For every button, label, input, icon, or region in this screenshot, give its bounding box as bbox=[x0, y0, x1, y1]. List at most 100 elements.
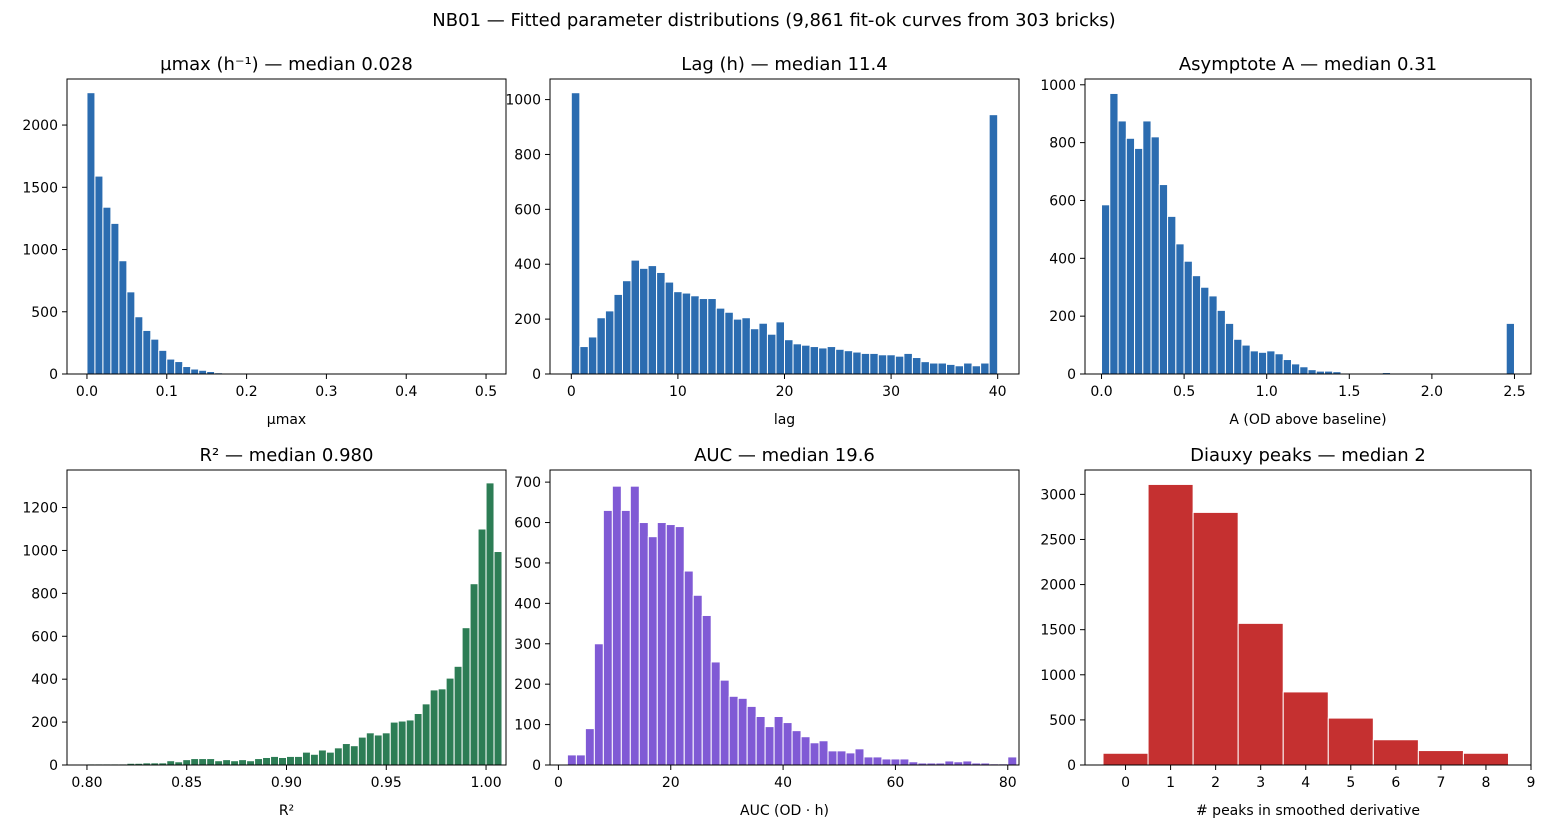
y-tick-label: 2500 bbox=[1040, 532, 1076, 548]
bar bbox=[886, 354, 896, 375]
bar bbox=[792, 343, 803, 375]
bar bbox=[110, 222, 120, 375]
bar bbox=[214, 760, 224, 766]
y-tick-label: 2000 bbox=[1040, 578, 1076, 594]
bar bbox=[629, 485, 640, 766]
y-tick-label: 0 bbox=[49, 367, 58, 383]
bar bbox=[286, 755, 295, 766]
plot-frame bbox=[549, 469, 1020, 766]
bar bbox=[707, 298, 717, 375]
bar bbox=[665, 524, 676, 766]
y-tick-label: 200 bbox=[1049, 309, 1076, 325]
x-tick-label: 0.80 bbox=[71, 775, 102, 791]
bar bbox=[701, 614, 712, 766]
bar bbox=[782, 722, 793, 766]
bar bbox=[190, 368, 200, 375]
bar bbox=[1158, 184, 1169, 375]
bar bbox=[775, 321, 785, 375]
bar bbox=[860, 352, 871, 375]
bar bbox=[1462, 752, 1509, 766]
bar bbox=[429, 689, 439, 766]
bar bbox=[1200, 286, 1210, 375]
bar bbox=[397, 720, 407, 766]
bar bbox=[946, 363, 956, 375]
bar bbox=[1290, 363, 1301, 375]
bar bbox=[766, 333, 777, 375]
y-tick-label: 600 bbox=[514, 202, 541, 218]
x-tick-label: 20 bbox=[776, 384, 794, 400]
bar bbox=[801, 344, 811, 375]
x-tick-label: 0.2 bbox=[235, 384, 257, 400]
x-tick-label: 0.95 bbox=[371, 775, 402, 791]
x-tick-label: 40 bbox=[774, 775, 792, 791]
bar bbox=[911, 357, 922, 375]
bar bbox=[1282, 691, 1329, 766]
x-tick-label: 8 bbox=[1481, 775, 1490, 791]
bar bbox=[937, 362, 948, 375]
bar bbox=[877, 354, 888, 375]
bar bbox=[620, 509, 631, 766]
y-tick-label: 0 bbox=[1067, 367, 1076, 383]
y-tick-label: 0 bbox=[1067, 758, 1076, 774]
bar bbox=[94, 175, 104, 375]
y-tick-label: 300 bbox=[514, 637, 541, 653]
bar bbox=[611, 485, 622, 766]
bar bbox=[1007, 756, 1018, 766]
bar bbox=[1102, 752, 1149, 766]
y-tick-label: 800 bbox=[514, 147, 541, 163]
bar bbox=[963, 362, 973, 375]
bar bbox=[1150, 136, 1160, 375]
bar-series bbox=[1101, 92, 1515, 375]
bar bbox=[477, 528, 487, 766]
bar bbox=[1266, 350, 1276, 375]
x-axis-label: A (OD above baseline) bbox=[1229, 412, 1386, 428]
y-tick-label: 1000 bbox=[505, 93, 541, 109]
bar bbox=[638, 522, 649, 766]
bar bbox=[405, 719, 415, 766]
figure-suptitle: NB01 — Fitted parameter distributions (9… bbox=[432, 10, 1115, 31]
bar bbox=[758, 322, 768, 375]
bar bbox=[630, 259, 641, 375]
plot-frame bbox=[1084, 78, 1532, 375]
bar bbox=[1208, 295, 1218, 375]
y-tick-label: 1000 bbox=[22, 243, 58, 259]
bar bbox=[809, 742, 820, 766]
bar-series bbox=[1102, 483, 1509, 766]
bar bbox=[381, 732, 391, 766]
chart-title: Diauxy peaks — median 2 bbox=[1190, 445, 1426, 466]
bar bbox=[349, 745, 359, 766]
bar bbox=[827, 750, 838, 766]
bar bbox=[980, 362, 990, 375]
bar bbox=[485, 482, 495, 766]
bar bbox=[206, 758, 216, 766]
bar bbox=[715, 307, 726, 375]
y-tick-label: 700 bbox=[514, 475, 541, 491]
bar bbox=[566, 754, 577, 766]
bar bbox=[710, 661, 721, 766]
bar bbox=[270, 755, 280, 766]
bar bbox=[413, 713, 423, 766]
bar bbox=[587, 336, 598, 375]
bar bbox=[325, 751, 335, 766]
bar bbox=[1372, 739, 1419, 766]
chart-title: R² — median 0.980 bbox=[200, 445, 374, 466]
bar bbox=[1327, 717, 1374, 766]
bar bbox=[988, 114, 999, 375]
bar-series bbox=[86, 482, 503, 766]
x-tick-label: 3 bbox=[1256, 775, 1265, 791]
bar bbox=[784, 339, 794, 375]
x-tick-label: 0.4 bbox=[395, 384, 417, 400]
y-tick-label: 400 bbox=[1049, 251, 1076, 267]
bar bbox=[724, 311, 734, 375]
bar bbox=[835, 348, 845, 375]
bar bbox=[698, 298, 709, 375]
chart-title: µmax (h⁻¹) — median 0.028 bbox=[160, 54, 413, 75]
bar bbox=[584, 728, 595, 766]
bar bbox=[166, 760, 176, 766]
x-tick-label: 0 bbox=[1121, 775, 1130, 791]
y-tick-label: 600 bbox=[1049, 193, 1076, 209]
y-tick-label: 200 bbox=[514, 312, 541, 328]
x-tick-label: 0.5 bbox=[1173, 384, 1195, 400]
bar bbox=[639, 267, 649, 375]
y-tick-label: 0 bbox=[532, 758, 541, 774]
